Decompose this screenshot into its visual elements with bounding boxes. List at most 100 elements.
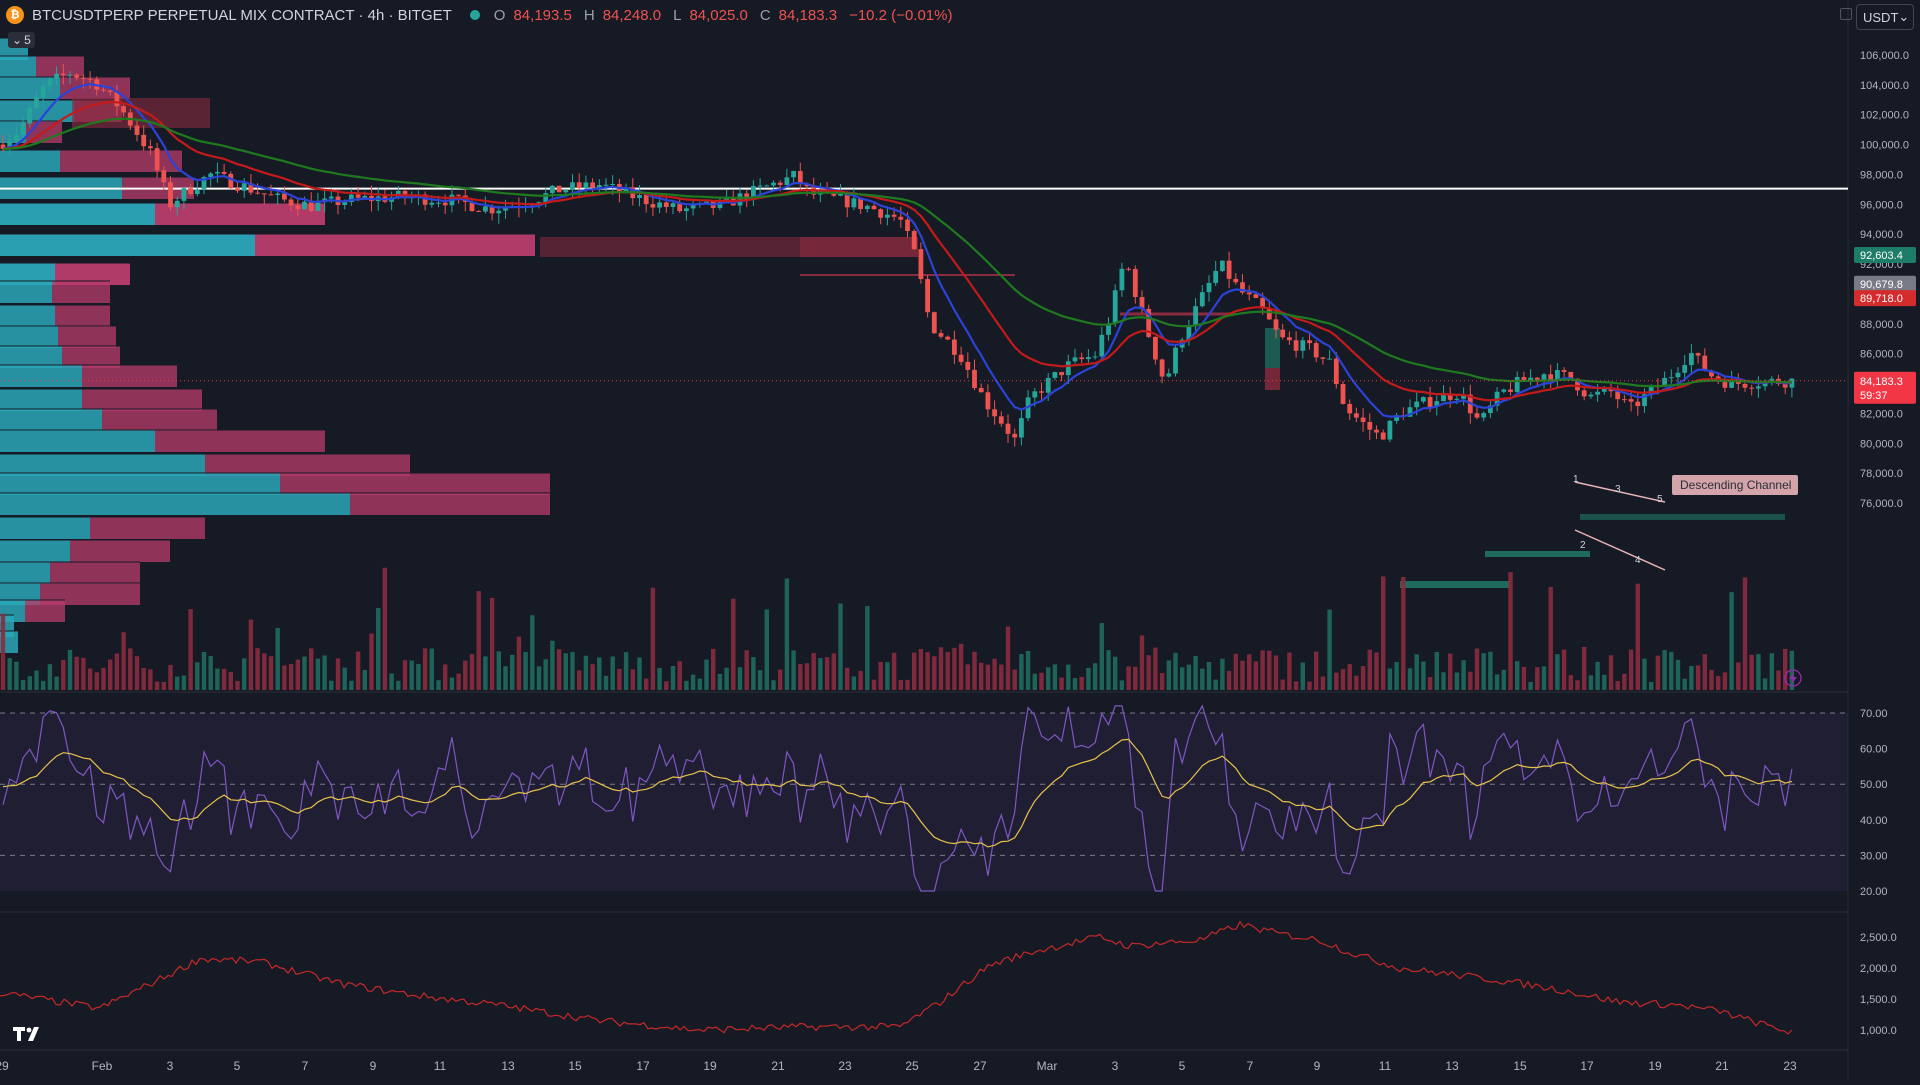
candle-body	[295, 205, 301, 210]
candle-body	[288, 199, 294, 206]
candle-body	[690, 204, 696, 209]
volume-bar	[1019, 654, 1024, 690]
price-tick-label: 100,000.0	[1860, 140, 1909, 152]
volume-bar	[925, 652, 930, 690]
volume-bar	[1729, 592, 1734, 690]
volume-bar	[858, 670, 863, 690]
lightning-icon[interactable]	[1784, 669, 1802, 687]
volume-bar	[711, 648, 716, 690]
candle-body	[1756, 386, 1761, 389]
volume-bar	[1749, 654, 1754, 690]
candle-body	[1220, 260, 1225, 272]
volume-bar	[623, 652, 629, 690]
candle-body	[241, 183, 247, 191]
volume-profile-sell-bar	[70, 540, 170, 562]
channel-point-label: 2	[1580, 540, 1586, 551]
volume-bar	[1662, 650, 1667, 690]
volume-bar	[14, 661, 19, 690]
maximize-icon[interactable]	[1840, 8, 1852, 20]
volume-bar	[1039, 672, 1044, 690]
time-tick-label: Feb	[92, 1059, 113, 1073]
volume-bar	[215, 668, 220, 690]
volume-bar	[1622, 673, 1627, 690]
price-tick-label: 96,000.0	[1860, 199, 1903, 211]
volume-bar	[41, 680, 46, 690]
price-tick-label: 106,000.0	[1860, 50, 1909, 62]
candle-body	[181, 188, 187, 201]
candle-body	[965, 361, 971, 370]
candle-body	[349, 194, 354, 203]
volume-bar	[1300, 662, 1305, 690]
volume-bar	[1783, 648, 1788, 690]
candle-body	[1233, 278, 1239, 283]
candle-body	[643, 194, 649, 205]
candle-body	[174, 200, 180, 208]
symbol-title[interactable]: BTCUSDTPERP PERPETUAL MIX CONTRACT · 4h …	[32, 6, 452, 24]
time-tick-label: 11	[434, 1059, 447, 1073]
candle-body	[1394, 415, 1399, 421]
candle-body	[864, 205, 870, 210]
volume-bar	[201, 651, 207, 690]
low-value: 84,025.0	[689, 6, 748, 24]
time-tick-label: 3	[167, 1059, 174, 1073]
candle-body	[885, 214, 890, 218]
price-tick-label: 104,000.0	[1860, 80, 1909, 92]
candle-body	[469, 201, 475, 212]
volume-bar	[597, 657, 602, 690]
volume-bar	[637, 657, 642, 690]
candle-body	[1072, 357, 1078, 362]
candle-body	[1126, 268, 1131, 270]
candle-body	[496, 210, 502, 214]
volume-bar	[1461, 660, 1466, 690]
volume-bar	[342, 667, 347, 690]
currency-selector[interactable]: USDT ⌄	[1856, 4, 1914, 30]
price-tick-label: 102,000.0	[1860, 110, 1909, 122]
volume-bar	[208, 656, 213, 690]
volume-profile-buy-bar	[0, 454, 205, 476]
time-tick-label: 19	[1648, 1059, 1662, 1073]
candle-body	[1421, 397, 1426, 402]
volume-bar	[1347, 664, 1352, 690]
candle-body	[1079, 357, 1085, 360]
candle-body	[107, 90, 113, 92]
price-tick-label: 88,000.0	[1860, 319, 1903, 331]
price-tick-label: 78,000.0	[1860, 468, 1903, 480]
candle-body	[261, 193, 267, 195]
volume-bar	[550, 640, 555, 690]
volume-profile-sell-bar	[25, 600, 65, 622]
rsi-axis: 70.00 60.00 50.00 40.00 30.00 20.00	[1860, 708, 1888, 898]
price-badge-label: 92,603.4	[1860, 250, 1903, 262]
volume-bar	[1113, 656, 1118, 690]
time-tick-label: 11	[1379, 1059, 1392, 1073]
volume-bar	[1682, 678, 1687, 690]
candle-body	[704, 201, 709, 204]
volume-profile-buy-bar	[0, 540, 70, 562]
channel-point-label: 1	[1573, 474, 1579, 485]
volume-bar	[570, 652, 575, 690]
candle-body	[114, 91, 120, 107]
volume-profile-sell-bar	[55, 305, 110, 327]
price-badge	[1854, 275, 1916, 292]
tradingview-logo[interactable]	[12, 1022, 46, 1044]
rsi-tick-label: 20.00	[1860, 886, 1888, 898]
change-value: −10.2 (−0.01%)	[849, 6, 953, 24]
volume-bar	[1769, 653, 1774, 690]
volume-bar	[1722, 672, 1728, 690]
volume-bar	[396, 680, 401, 690]
candle-body	[208, 173, 214, 177]
candle-body	[637, 194, 642, 199]
volume-bar	[798, 664, 803, 690]
channel-upper-line	[1574, 481, 1666, 503]
volume-bar	[114, 653, 120, 690]
price-tick-label: 94,000.0	[1860, 229, 1903, 241]
volume-bar	[543, 659, 548, 690]
candle-body	[1300, 340, 1306, 351]
candle-body	[1595, 391, 1600, 395]
indicator-collapse-button[interactable]: ⌄ 5	[8, 32, 35, 48]
order-block-zone	[1265, 328, 1280, 368]
volume-bar	[1568, 675, 1573, 690]
volume-bar	[1374, 652, 1379, 690]
candle-body	[0, 144, 6, 150]
